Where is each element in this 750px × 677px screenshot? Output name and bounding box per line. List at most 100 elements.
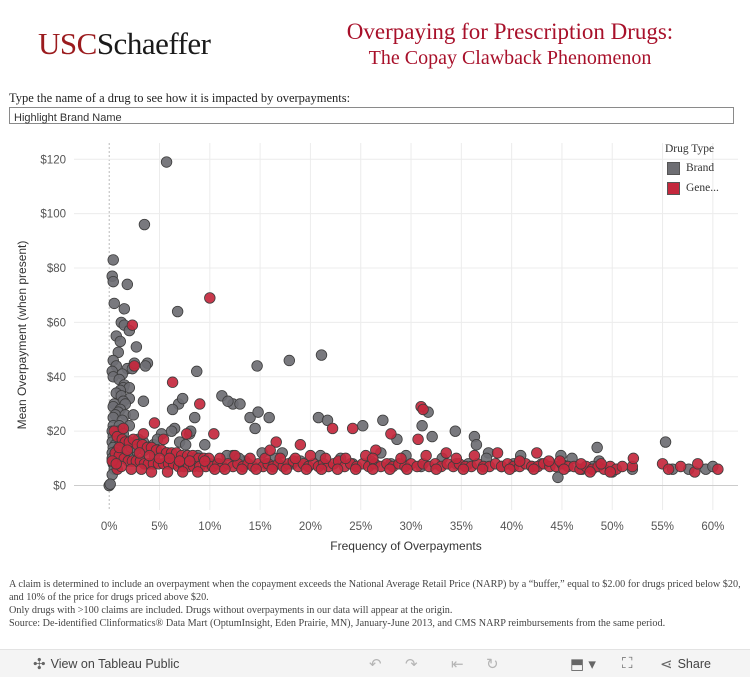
data-point[interactable]	[176, 466, 189, 478]
data-point[interactable]	[130, 341, 143, 353]
data-point[interactable]	[692, 458, 704, 470]
data-point[interactable]	[194, 398, 206, 410]
data-point[interactable]	[315, 349, 328, 361]
data-point[interactable]	[171, 305, 184, 318]
data-point[interactable]	[270, 436, 282, 448]
data-point[interactable]	[416, 420, 428, 432]
data-point[interactable]	[222, 395, 234, 407]
data-point[interactable]	[584, 466, 596, 478]
data-point[interactable]	[110, 458, 122, 470]
data-point[interactable]	[476, 463, 489, 475]
data-point[interactable]	[263, 411, 275, 424]
data-point[interactable]	[204, 292, 216, 304]
data-point[interactable]	[491, 447, 504, 459]
data-point[interactable]	[294, 439, 307, 451]
data-point[interactable]	[616, 460, 629, 473]
data-point[interactable]	[627, 452, 640, 465]
data-point[interactable]	[346, 422, 359, 435]
data-point[interactable]	[125, 463, 138, 475]
data-point[interactable]	[450, 452, 463, 465]
data-point[interactable]	[191, 365, 203, 378]
fullscreen-button[interactable]: ⛶	[622, 655, 633, 672]
data-point[interactable]	[300, 463, 313, 475]
data-point[interactable]	[426, 430, 438, 443]
data-point[interactable]	[192, 466, 204, 478]
data-point[interactable]	[121, 444, 134, 456]
data-point[interactable]	[575, 458, 587, 470]
data-point[interactable]	[319, 452, 332, 465]
data-point[interactable]	[468, 449, 481, 462]
data-point[interactable]	[321, 414, 334, 426]
data-point[interactable]	[179, 439, 192, 451]
refresh-button[interactable]: ↻	[486, 655, 499, 673]
data-point[interactable]	[326, 422, 339, 435]
data-point[interactable]	[339, 452, 352, 465]
data-point[interactable]	[118, 303, 131, 315]
data-point[interactable]	[304, 449, 317, 462]
data-point[interactable]	[543, 455, 555, 467]
data-point[interactable]	[289, 452, 302, 465]
data-point[interactable]	[357, 420, 369, 432]
data-point[interactable]	[712, 463, 724, 475]
redo-button[interactable]: ↷	[405, 655, 418, 673]
data-point[interactable]	[208, 428, 220, 440]
data-point[interactable]	[264, 444, 276, 456]
data-point[interactable]	[552, 471, 564, 484]
data-point[interactable]	[209, 463, 221, 475]
data-point[interactable]	[126, 319, 139, 331]
data-point[interactable]	[189, 411, 201, 424]
data-point[interactable]	[503, 463, 516, 475]
data-point[interactable]	[283, 354, 295, 367]
data-point[interactable]	[457, 463, 470, 475]
data-point[interactable]	[107, 275, 119, 288]
data-point[interactable]	[513, 455, 526, 467]
data-point[interactable]	[659, 436, 672, 448]
data-point[interactable]	[138, 218, 151, 231]
data-point[interactable]	[674, 460, 687, 473]
data-point[interactable]	[236, 463, 248, 475]
data-point[interactable]	[252, 406, 264, 418]
legend-item-generic[interactable]: Gene...	[660, 179, 719, 197]
data-point[interactable]	[384, 463, 396, 475]
data-point[interactable]	[449, 425, 461, 437]
data-point[interactable]	[157, 433, 170, 446]
data-point[interactable]	[199, 439, 211, 451]
data-point[interactable]	[331, 463, 344, 475]
scatter-chart[interactable]: 0% 5% 10% 15% 20% 25% 30% 35% 40% 45% 50% 55% 60% $0…	[0, 135, 750, 560]
data-point[interactable]	[128, 360, 141, 372]
data-point[interactable]	[107, 254, 119, 266]
data-point[interactable]	[280, 463, 292, 475]
data-point[interactable]	[127, 409, 140, 421]
data-point[interactable]	[104, 478, 116, 490]
data-point[interactable]	[274, 452, 286, 465]
data-point[interactable]	[244, 411, 256, 424]
data-point[interactable]	[163, 452, 176, 465]
data-point[interactable]	[114, 335, 126, 348]
data-point[interactable]	[250, 463, 262, 475]
undo-button[interactable]: ↶	[369, 655, 382, 673]
data-point[interactable]	[135, 463, 148, 475]
data-point[interactable]	[139, 360, 152, 372]
data-point[interactable]	[234, 398, 246, 410]
data-point[interactable]	[417, 403, 429, 416]
data-point[interactable]	[401, 463, 413, 475]
data-point[interactable]	[166, 376, 179, 388]
data-point[interactable]	[558, 463, 570, 475]
data-point[interactable]	[662, 463, 675, 475]
data-point[interactable]	[183, 455, 196, 467]
drug-search-box[interactable]	[9, 107, 734, 126]
usc-schaeffer-logo[interactable]: USCSchaeffer	[38, 26, 211, 61]
data-point[interactable]	[165, 425, 178, 437]
data-point[interactable]	[214, 452, 226, 465]
data-point[interactable]	[251, 360, 263, 372]
data-point[interactable]	[591, 441, 603, 454]
data-point[interactable]	[385, 428, 397, 440]
data-point[interactable]	[595, 458, 607, 470]
data-point[interactable]	[137, 428, 150, 440]
data-point[interactable]	[315, 463, 328, 475]
data-point[interactable]	[199, 455, 211, 467]
data-point[interactable]	[143, 449, 156, 462]
data-point[interactable]	[145, 466, 158, 478]
data-point[interactable]	[219, 463, 231, 475]
download-button[interactable]: ⬒ ▾	[570, 655, 596, 673]
